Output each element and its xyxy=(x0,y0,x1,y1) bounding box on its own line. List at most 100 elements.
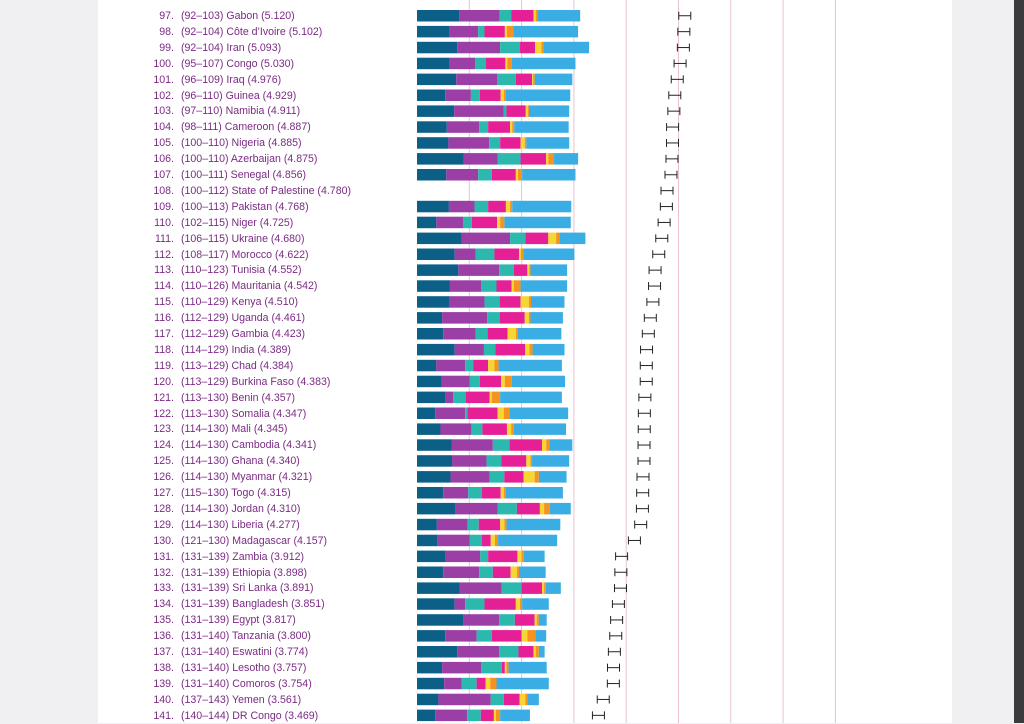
bar-segment xyxy=(465,598,485,610)
bar-segment xyxy=(468,487,482,499)
bar-segment xyxy=(500,709,530,722)
bar-segment xyxy=(465,391,490,404)
bar-segment xyxy=(417,41,458,54)
bar-segment xyxy=(524,137,527,149)
bar-segment xyxy=(499,264,514,276)
bar-segment xyxy=(417,391,446,404)
bar-segment xyxy=(545,582,561,594)
bar-segment xyxy=(451,439,493,451)
bar-segment xyxy=(496,280,512,292)
bar-segment xyxy=(495,343,526,356)
country-label: (96–109) Iraq (4.976) xyxy=(181,73,282,86)
bar-segment xyxy=(417,471,451,483)
country-label: (114–130) Myanmar (4.321) xyxy=(181,471,313,484)
bar-segment xyxy=(417,661,443,674)
bar-segment xyxy=(417,105,455,117)
bar-segment xyxy=(485,677,491,690)
bar-segment xyxy=(521,582,542,594)
bar-segment xyxy=(538,614,547,626)
bar-segment xyxy=(546,153,549,165)
bar-segment xyxy=(497,73,516,86)
bar-segment xyxy=(417,57,450,70)
country-label: (96–110) Guinea (4.929) xyxy=(181,89,297,102)
rank-label: 101. xyxy=(153,73,174,86)
bar-segment xyxy=(435,709,468,722)
bar-segment xyxy=(520,598,523,610)
bar-segment xyxy=(511,375,566,388)
bar-segment xyxy=(436,216,464,229)
rank-label: 122. xyxy=(153,407,174,420)
bar-segment xyxy=(495,709,501,722)
rank-label: 131. xyxy=(153,550,174,563)
bar-segment xyxy=(505,487,563,499)
bar-segment xyxy=(417,518,437,531)
bar-segment xyxy=(458,264,500,276)
rank-label: 126. xyxy=(153,471,174,484)
bar-segment xyxy=(498,534,558,547)
bar-segment xyxy=(511,423,514,435)
bar-segment xyxy=(456,73,498,86)
bar-segment xyxy=(515,598,521,610)
bar-segment xyxy=(417,455,453,467)
rank-label: 121. xyxy=(153,391,174,404)
country-label: (140–144) DR Congo (3.469) xyxy=(181,709,319,722)
bar-segment xyxy=(474,200,489,213)
bar-segment xyxy=(417,216,437,229)
rank-label: 127. xyxy=(153,487,174,499)
bar-segment xyxy=(443,487,469,499)
bar-segment xyxy=(506,661,509,674)
bar-segment xyxy=(506,105,526,117)
bar-segment xyxy=(449,25,479,38)
bar-segment xyxy=(535,630,547,642)
country-label: (114–130) Mali (4.345) xyxy=(181,423,288,436)
bar-segment xyxy=(512,121,515,133)
rank-label: 117. xyxy=(154,328,174,340)
rank-label: 103. xyxy=(153,105,174,118)
bar-segment xyxy=(467,709,481,722)
country-label: (110–129) Kenya (4.510) xyxy=(181,296,299,309)
bar-segment xyxy=(526,137,570,149)
bar-segment xyxy=(470,89,480,101)
bar-segment xyxy=(507,57,512,70)
bar-segment xyxy=(503,487,506,499)
bar-segment xyxy=(548,232,557,245)
bar-segment xyxy=(417,502,456,515)
bar-segment xyxy=(532,455,570,467)
bar-segment xyxy=(417,73,457,86)
bar-segment xyxy=(510,200,513,213)
country-label: (98–111) Cameroon (4.887) xyxy=(181,121,311,134)
bar-segment xyxy=(497,216,501,229)
bar-segment xyxy=(500,41,521,54)
bar-segment xyxy=(417,296,450,308)
country-label: (97–110) Namibia (4.911) xyxy=(181,105,301,118)
bar-segment xyxy=(476,677,486,690)
bar-segment xyxy=(509,407,569,419)
bar-segment xyxy=(417,566,444,578)
bar-segment xyxy=(541,41,544,54)
country-label: (100–110) Azerbaijan (4.875) xyxy=(181,153,318,166)
bar-segment xyxy=(500,137,521,149)
bar-segment xyxy=(473,359,489,372)
bar-segment xyxy=(491,391,501,404)
bar-segment xyxy=(479,375,502,388)
country-label: (114–130) Ghana (4.340) xyxy=(181,455,300,468)
country-label: (131–139) Bangladesh (3.851) xyxy=(181,598,325,611)
stacked-bar-chart xyxy=(417,0,836,723)
bar-segment xyxy=(496,677,549,690)
bar-segment xyxy=(507,328,516,340)
bar-segment xyxy=(463,216,472,229)
bar-segment xyxy=(449,280,482,292)
bar-segment xyxy=(417,407,436,419)
bar-segment xyxy=(457,41,501,54)
bar-segment xyxy=(538,646,545,658)
bar-segment xyxy=(500,391,562,404)
bar-segment xyxy=(480,550,489,563)
bar-segment xyxy=(493,709,496,722)
country-label: (131–139) Egypt (3.817) xyxy=(181,614,296,627)
bar-segment xyxy=(475,328,488,340)
bar-segment xyxy=(461,232,511,245)
bar-segment xyxy=(469,534,482,547)
bar-segment xyxy=(520,280,568,292)
bar-segment xyxy=(475,57,487,70)
bar-segment xyxy=(417,312,443,324)
